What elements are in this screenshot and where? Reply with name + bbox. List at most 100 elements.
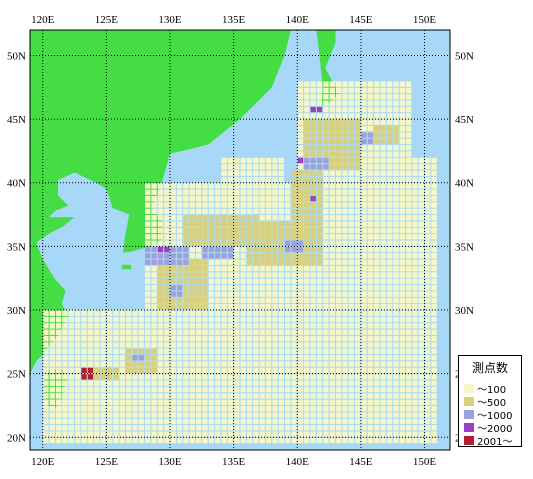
- observation-cell: [285, 316, 291, 323]
- observation-cell: [145, 386, 151, 393]
- observation-cell: [425, 323, 431, 329]
- observation-cell: [335, 234, 342, 240]
- observation-cell: [170, 418, 176, 425]
- observation-cell: [151, 189, 157, 195]
- observation-cell: [367, 176, 374, 183]
- observation-cell: [195, 240, 202, 246]
- observation-cell: [94, 399, 100, 405]
- observation-cell: [355, 418, 361, 425]
- observation-cell: [335, 386, 342, 393]
- observation-cell: [227, 278, 234, 285]
- observation-cell: [164, 208, 170, 215]
- observation-cell: [183, 412, 189, 418]
- observation-cell: [316, 234, 323, 240]
- observation-cell: [310, 246, 316, 253]
- observation-cell: [240, 418, 246, 425]
- observation-cell: [431, 374, 437, 380]
- observation-cell: [272, 335, 278, 342]
- observation-cell: [316, 202, 323, 208]
- observation-cell: [240, 355, 246, 361]
- observation-cell: [106, 412, 113, 418]
- observation-cell: [399, 297, 405, 304]
- observation-cell: [195, 323, 202, 329]
- observation-cell: [323, 145, 329, 151]
- observation-cell: [291, 380, 297, 386]
- observation-cell: [234, 170, 240, 176]
- observation-cell: [329, 297, 335, 304]
- observation-cell: [323, 265, 329, 272]
- observation-cell: [374, 81, 380, 87]
- observation-cell: [380, 361, 386, 367]
- observation-cell: [145, 348, 151, 355]
- observation-cell: [425, 386, 431, 393]
- observation-cell: [310, 285, 316, 291]
- observation-cell: [304, 265, 310, 272]
- observation-cell: [367, 374, 374, 380]
- observation-cell: [164, 393, 170, 399]
- observation-cell: [259, 221, 265, 227]
- observation-cell: [418, 348, 425, 355]
- observation-cell: [106, 380, 113, 386]
- observation-cell: [304, 355, 310, 361]
- observation-cell: [94, 374, 100, 380]
- observation-cell: [405, 170, 412, 176]
- observation-cell: [113, 361, 119, 367]
- observation-cell: [304, 323, 310, 329]
- observation-cell: [310, 405, 316, 412]
- observation-cell: [176, 234, 183, 240]
- observation-cell: [234, 227, 240, 234]
- observation-cell: [221, 374, 227, 380]
- observation-cell: [361, 170, 367, 176]
- observation-cell: [265, 291, 272, 297]
- observation-cell: [310, 100, 316, 106]
- observation-cell: [386, 405, 393, 412]
- observation-cell: [323, 183, 329, 189]
- observation-cell: [265, 380, 272, 386]
- observation-cell: [310, 87, 316, 94]
- observation-cell: [87, 355, 94, 361]
- observation-cell: [132, 316, 138, 323]
- observation-cell: [164, 195, 170, 202]
- observation-cell: [380, 189, 386, 195]
- observation-cell: [189, 202, 195, 208]
- observation-cell: [297, 335, 304, 342]
- observation-cell: [49, 316, 55, 323]
- observation-cell: [170, 304, 176, 310]
- observation-cell: [393, 342, 399, 348]
- observation-cell: [335, 94, 342, 100]
- observation-cell: [221, 202, 227, 208]
- observation-cell: [304, 240, 310, 246]
- observation-cell: [399, 405, 405, 412]
- observation-cell: [75, 361, 81, 367]
- observation-cell: [418, 310, 425, 316]
- observation-cell: [157, 297, 164, 304]
- observation-cell: [304, 195, 310, 202]
- observation-cell: [316, 291, 323, 297]
- observation-cell: [164, 329, 170, 335]
- observation-cell: [348, 221, 355, 227]
- observation-cell: [342, 81, 348, 87]
- observation-cell: [405, 361, 412, 367]
- observation-cell: [170, 380, 176, 386]
- observation-cell: [399, 195, 405, 202]
- observation-cell: [425, 437, 431, 444]
- observation-cell: [202, 329, 208, 335]
- observation-cell: [195, 208, 202, 215]
- observation-cell: [405, 418, 412, 425]
- observation-cell: [355, 367, 361, 374]
- observation-cell: [195, 367, 202, 374]
- observation-cell: [323, 335, 329, 342]
- observation-cell: [240, 259, 246, 265]
- observation-cell: [176, 221, 183, 227]
- observation-cell: [367, 240, 374, 246]
- observation-cell: [342, 113, 348, 119]
- observation-cell: [183, 335, 189, 342]
- observation-cell: [75, 431, 81, 437]
- observation-cell: [418, 431, 425, 437]
- observation-cell: [202, 335, 208, 342]
- observation-cell: [272, 215, 278, 221]
- observation-cell: [202, 418, 208, 425]
- observation-cell: [329, 138, 335, 145]
- observation-cell: [246, 380, 253, 386]
- observation-cell: [195, 355, 202, 361]
